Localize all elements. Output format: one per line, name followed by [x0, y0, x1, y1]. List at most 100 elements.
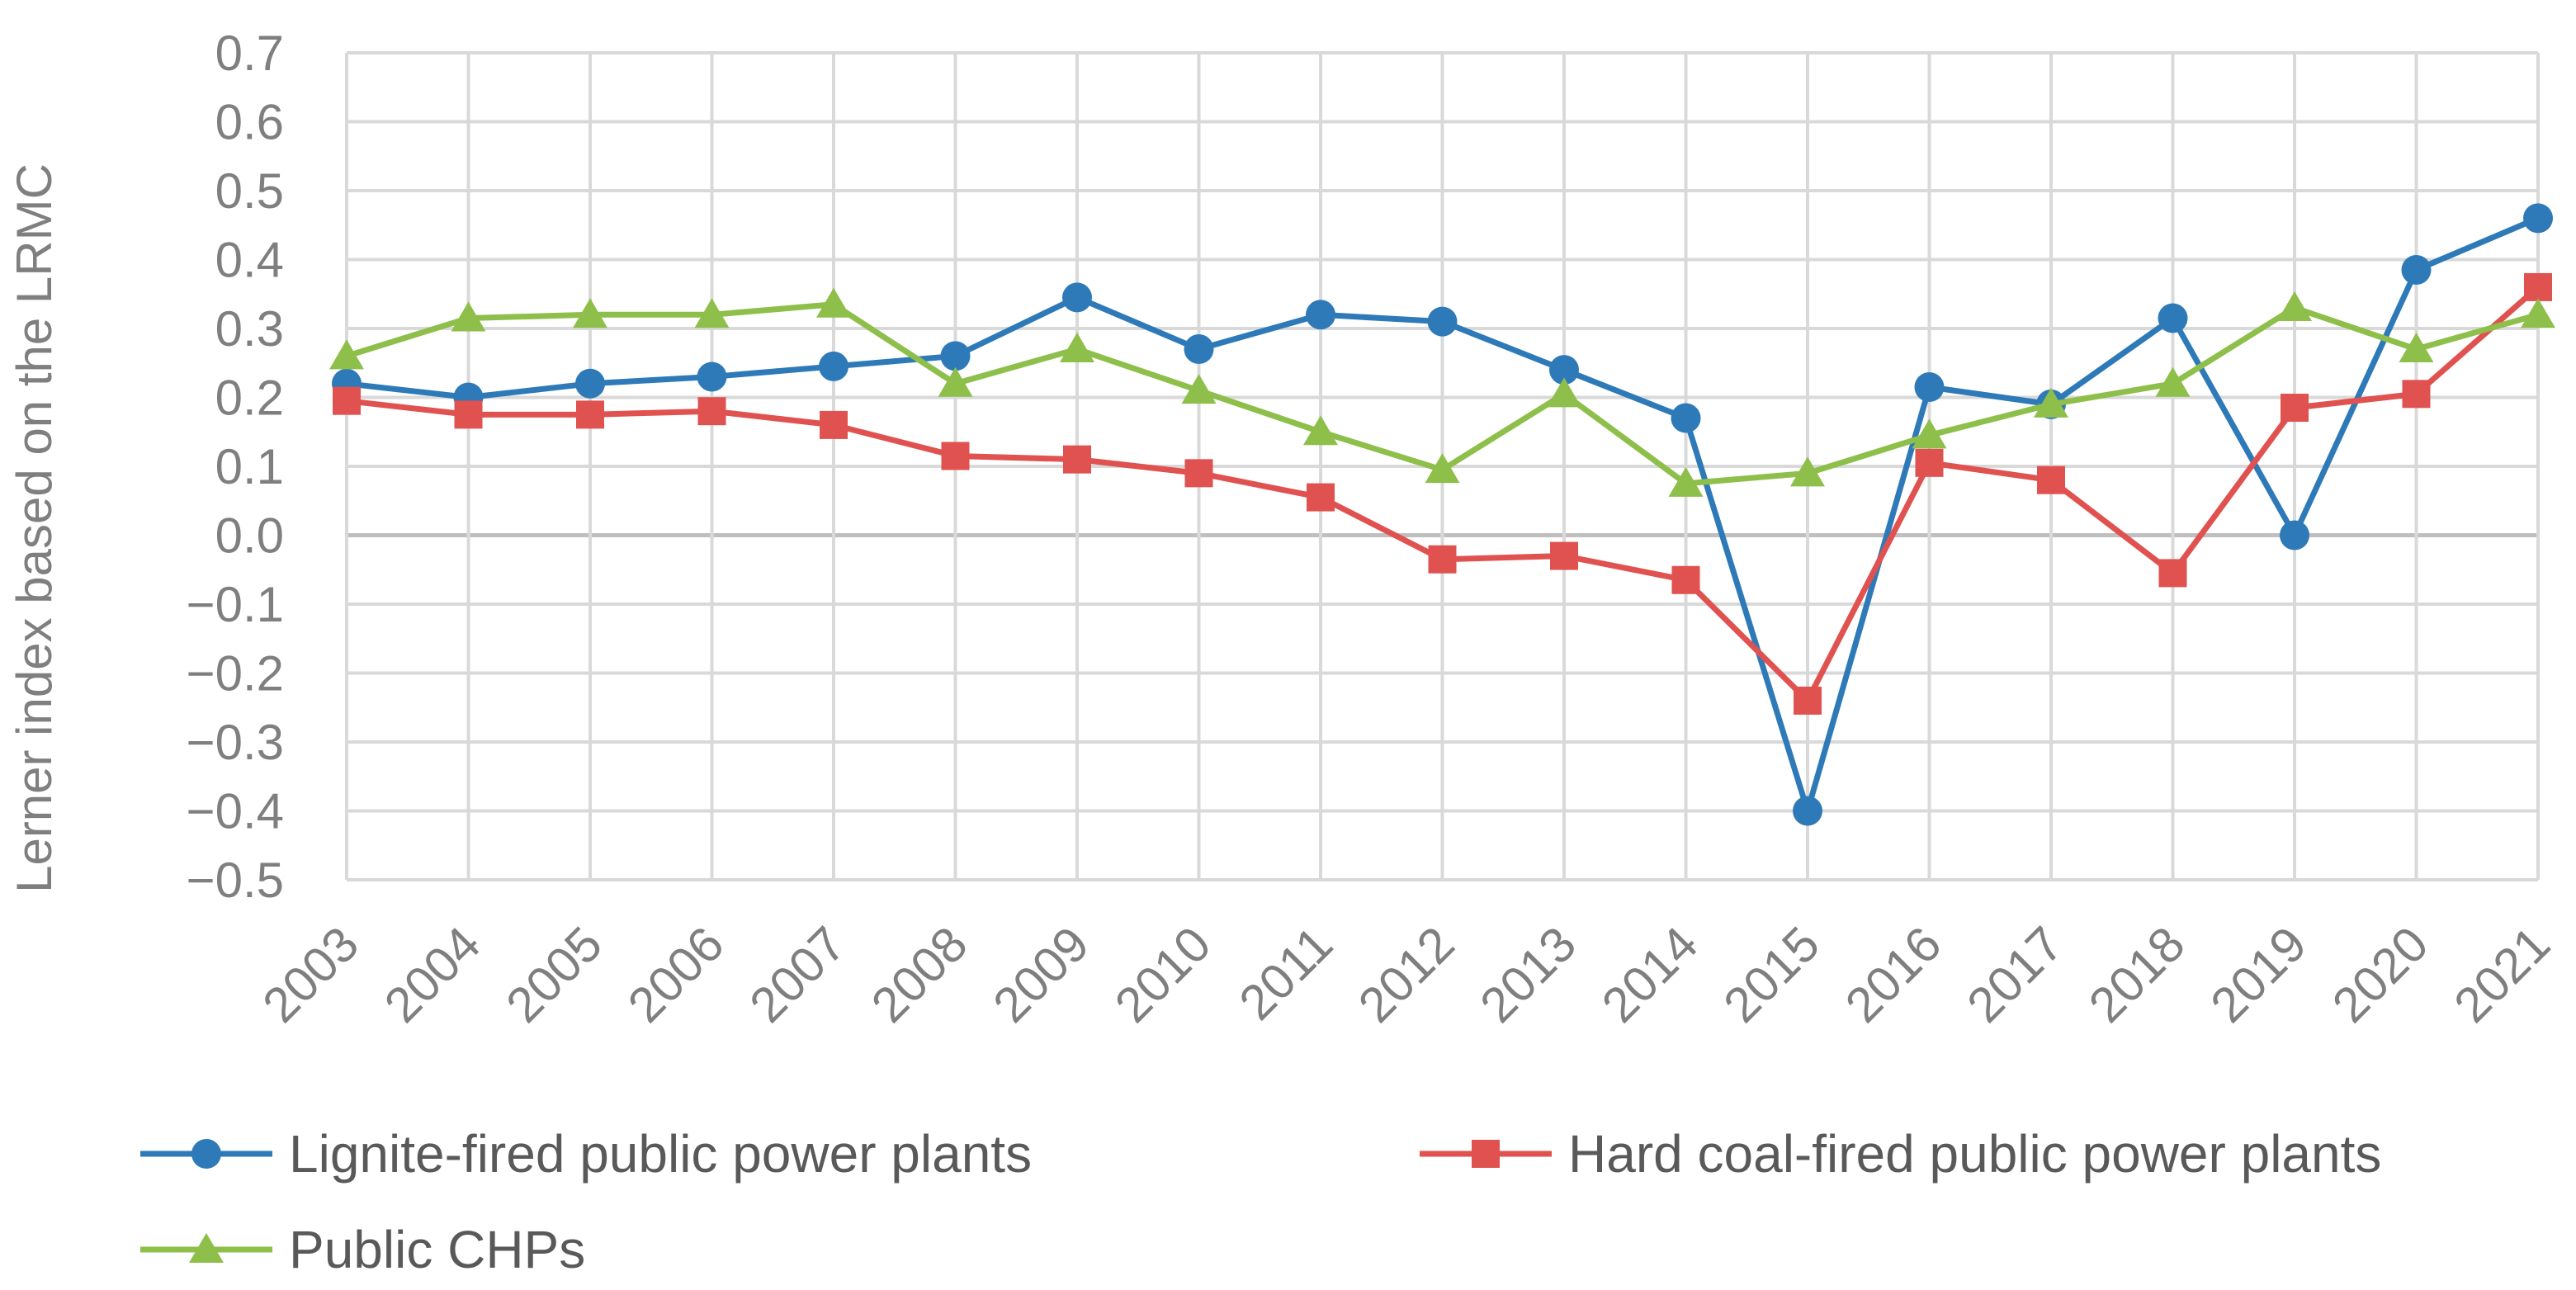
series-3	[329, 287, 2555, 497]
x-axis-tick-labels: 2003 2004 2005 2006 2007 2008 2009 2010 2011 2012…	[252, 916, 2560, 1033]
series-2	[333, 272, 2552, 715]
data-point	[2277, 291, 2312, 321]
series-1	[332, 203, 2553, 826]
data-point	[1550, 541, 1578, 570]
data-point	[2281, 394, 2309, 423]
data-point	[1306, 300, 1335, 330]
data-point	[1307, 483, 1335, 512]
data-point	[1060, 333, 1094, 363]
data-point	[2521, 298, 2555, 328]
data-point	[2158, 559, 2187, 588]
x-tick-label: 2011	[1229, 916, 1344, 1031]
y-tick-label: −0.1	[187, 577, 284, 632]
y-axis-tick-labels: 0.7 0.6 0.5 0.4 0.3 0.2 0.1 0.0 −0.1 −0.2 −0.3 −0.4…	[187, 26, 284, 908]
y-tick-label: 0.2	[215, 371, 284, 426]
data-point	[1671, 565, 1700, 594]
data-point	[2523, 203, 2553, 234]
x-tick-label: 2016	[1835, 916, 1952, 1033]
x-tick-label: 2020	[2322, 916, 2439, 1033]
x-tick-label: 2013	[1469, 916, 1586, 1033]
data-point	[816, 287, 851, 318]
x-tick-label: 2003	[252, 916, 369, 1033]
data-point	[333, 386, 361, 415]
x-tick-label: 2021	[2443, 916, 2560, 1033]
legend-label: Hard coal-fired public power plants	[1568, 1124, 2381, 1184]
data-point	[1668, 466, 1704, 497]
data-point	[1472, 1140, 1500, 1168]
y-tick-label: −0.2	[187, 646, 284, 702]
x-tick-label: 2006	[617, 916, 735, 1033]
data-point	[576, 400, 604, 429]
data-point	[1184, 459, 1213, 488]
y-tick-label: −0.5	[187, 853, 284, 908]
data-point	[2524, 272, 2552, 301]
x-tick-label: 2014	[1591, 916, 1709, 1033]
data-point	[189, 1233, 224, 1263]
data-point	[1914, 371, 1945, 402]
data-point	[2034, 387, 2068, 418]
y-tick-label: −0.3	[187, 715, 284, 770]
x-tick-label: 2017	[1956, 916, 2073, 1033]
y-tick-label: 0.3	[215, 301, 284, 357]
data-point	[2399, 333, 2434, 363]
data-point	[1794, 686, 1822, 715]
data-point	[697, 361, 727, 392]
data-point	[1427, 306, 1458, 337]
data-point	[938, 366, 973, 397]
data-point	[2037, 465, 2065, 494]
data-point	[451, 301, 486, 332]
y-tick-label: 0.0	[215, 508, 284, 564]
data-point	[1793, 796, 1822, 826]
data-point	[1547, 377, 1581, 408]
data-point	[2158, 303, 2188, 333]
legend: Lignite-fired public power plants Hard co…	[140, 1124, 2381, 1279]
data-point	[1063, 445, 1091, 474]
x-tick-label: 2009	[982, 916, 1099, 1033]
data-point	[573, 298, 607, 328]
y-axis-title: Lerner index based on the LRMC	[7, 163, 62, 893]
x-tick-label: 2012	[1348, 916, 1465, 1033]
legend-label: Public CHPs	[289, 1220, 585, 1279]
y-tick-label: 0.1	[215, 439, 284, 494]
data-point	[1915, 448, 1944, 477]
data-point	[2155, 366, 2191, 397]
x-tick-label: 2007	[739, 916, 856, 1033]
y-tick-label: 0.7	[215, 26, 284, 81]
data-point	[1790, 456, 1825, 487]
x-tick-label: 2019	[2200, 916, 2317, 1033]
data-point	[1303, 415, 1338, 446]
data-point	[1428, 545, 1457, 574]
y-tick-label: 0.5	[215, 163, 284, 219]
y-tick-label: 0.6	[215, 95, 284, 150]
data-point	[575, 368, 605, 399]
data-point	[694, 298, 730, 328]
legend-item: Hard coal-fired public power plants	[1420, 1124, 2381, 1184]
data-point	[697, 397, 726, 426]
data-point	[819, 351, 848, 381]
x-tick-label: 2018	[2078, 916, 2196, 1033]
x-tick-label: 2008	[861, 916, 978, 1033]
data-point	[329, 339, 364, 370]
data-point	[2401, 255, 2432, 286]
series-lines	[329, 203, 2555, 826]
data-point	[2280, 520, 2309, 550]
data-point	[1549, 355, 1579, 385]
x-tick-label: 2005	[495, 916, 612, 1033]
x-tick-label: 2010	[1104, 916, 1222, 1033]
data-point	[1184, 334, 1214, 365]
data-point	[1181, 374, 1217, 404]
data-point	[941, 442, 970, 470]
data-point	[454, 400, 483, 429]
y-tick-label: 0.4	[215, 233, 284, 288]
data-point	[1425, 453, 1460, 484]
data-point	[1912, 418, 1947, 449]
x-tick-label: 2004	[374, 916, 491, 1033]
x-tick-label: 2015	[1713, 916, 1830, 1033]
data-point	[820, 410, 848, 439]
data-point	[2402, 380, 2431, 409]
legend-item: Lignite-fired public power plants	[140, 1124, 1032, 1184]
legend-label: Lignite-fired public power plants	[289, 1124, 1032, 1184]
data-point	[1062, 282, 1092, 313]
data-point	[940, 341, 971, 371]
